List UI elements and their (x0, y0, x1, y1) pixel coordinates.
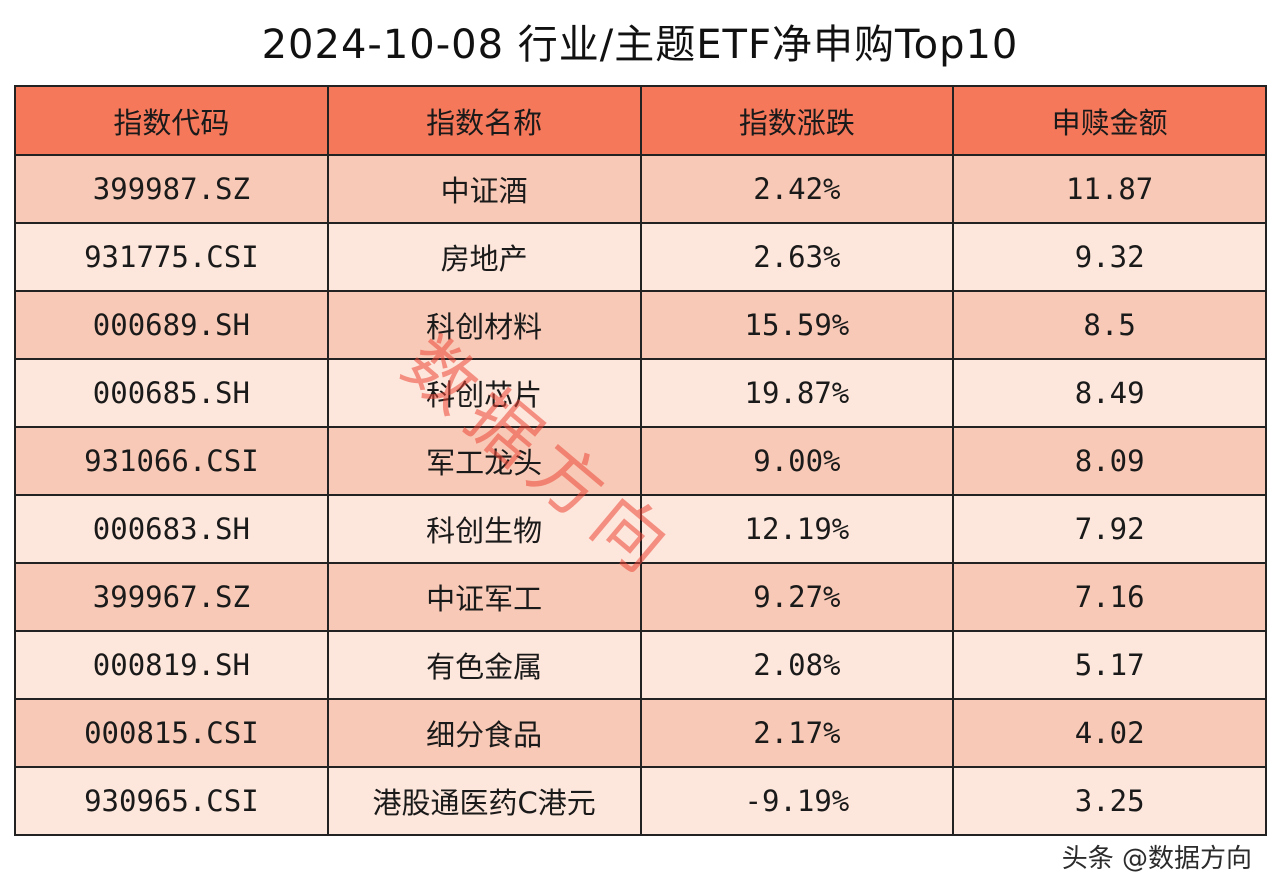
cell-amount: 11.87 (952, 154, 1267, 224)
table-row: 931775.CSI 房地产 2.63% 9.32 (14, 222, 1267, 292)
cell-code: 930965.CSI (14, 766, 329, 836)
cell-name: 科创材料 (326, 290, 642, 360)
table-row: 000819.SH 有色金属 2.08% 5.17 (14, 630, 1267, 700)
table-row: 930965.CSI 港股通医药C港元 -9.19% 3.25 (14, 766, 1267, 836)
cell-code: 000685.SH (14, 358, 329, 428)
cell-change: 9.00% (639, 426, 955, 496)
table-row: 399987.SZ 中证酒 2.42% 11.87 (14, 154, 1267, 224)
cell-name: 中证军工 (326, 562, 642, 632)
cell-name: 细分食品 (326, 698, 642, 768)
header-index-change: 指数涨跌 (639, 85, 955, 156)
table-row: 000685.SH 科创芯片 19.87% 8.49 (14, 358, 1267, 428)
cell-code: 399987.SZ (14, 154, 329, 224)
cell-amount: 7.16 (952, 562, 1267, 632)
cell-code: 000815.CSI (14, 698, 329, 768)
cell-amount: 4.02 (952, 698, 1267, 768)
cell-change: 15.59% (639, 290, 955, 360)
cell-code: 000819.SH (14, 630, 329, 700)
table-row: 000689.SH 科创材料 15.59% 8.5 (14, 290, 1267, 360)
table-header-row: 指数代码 指数名称 指数涨跌 申赎金额 (14, 85, 1267, 156)
header-index-name: 指数名称 (326, 85, 642, 156)
cell-code: 931775.CSI (14, 222, 329, 292)
cell-change: -9.19% (639, 766, 955, 836)
cell-change: 2.17% (639, 698, 955, 768)
cell-amount: 7.92 (952, 494, 1267, 564)
page-title: 2024-10-08 行业/主题ETF净申购Top10 (261, 22, 1019, 68)
cell-code: 000683.SH (14, 494, 329, 564)
cell-code: 931066.CSI (14, 426, 329, 496)
cell-name: 房地产 (326, 222, 642, 292)
cell-name: 中证酒 (326, 154, 642, 224)
cell-code: 000689.SH (14, 290, 329, 360)
table-row: 000815.CSI 细分食品 2.17% 4.02 (14, 698, 1267, 768)
table-row: 931066.CSI 军工龙头 9.00% 8.09 (14, 426, 1267, 496)
etf-table: 指数代码 指数名称 指数涨跌 申赎金额 399987.SZ 中证酒 2.42% … (14, 85, 1267, 836)
cell-change: 2.08% (639, 630, 955, 700)
cell-name: 有色金属 (326, 630, 642, 700)
cell-change: 2.42% (639, 154, 955, 224)
cell-name: 科创芯片 (326, 358, 642, 428)
cell-name: 科创生物 (326, 494, 642, 564)
cell-change: 19.87% (639, 358, 955, 428)
cell-amount: 8.09 (952, 426, 1267, 496)
cell-change: 9.27% (639, 562, 955, 632)
cell-amount: 8.5 (952, 290, 1267, 360)
cell-change: 12.19% (639, 494, 955, 564)
cell-change: 2.63% (639, 222, 955, 292)
header-index-code: 指数代码 (14, 85, 329, 156)
cell-amount: 5.17 (952, 630, 1267, 700)
table-row: 000683.SH 科创生物 12.19% 7.92 (14, 494, 1267, 564)
cell-code: 399967.SZ (14, 562, 329, 632)
cell-amount: 8.49 (952, 358, 1267, 428)
table-row: 399967.SZ 中证军工 9.27% 7.16 (14, 562, 1267, 632)
cell-name: 港股通医药C港元 (326, 766, 642, 836)
cell-amount: 3.25 (952, 766, 1267, 836)
cell-name: 军工龙头 (326, 426, 642, 496)
cell-amount: 9.32 (952, 222, 1267, 292)
source-credit: 头条 @数据方向 (1061, 844, 1252, 874)
header-amount: 申赎金额 (952, 85, 1267, 156)
